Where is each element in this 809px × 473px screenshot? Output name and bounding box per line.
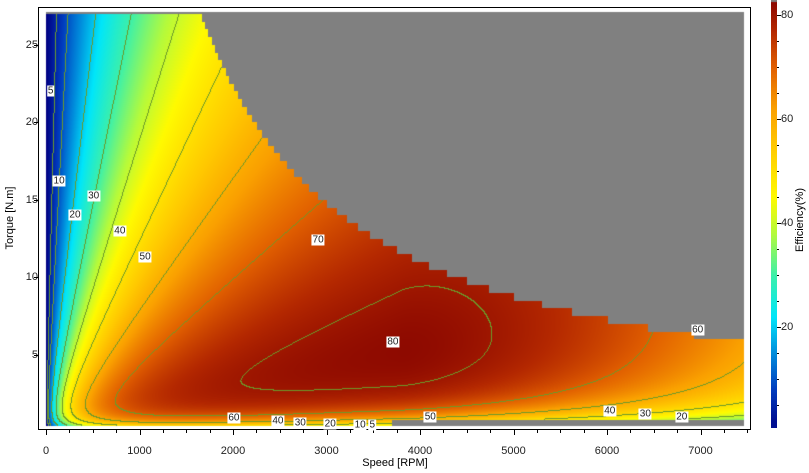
x-minor-tick	[560, 430, 562, 433]
y-tick-label: 10	[25, 271, 38, 283]
y-tick-mark	[34, 277, 38, 278]
contour-label: 30	[638, 408, 652, 420]
contour-label: 60	[691, 324, 705, 336]
y-tick-label: 15	[25, 193, 38, 206]
x-tick-label: 0	[42, 445, 50, 457]
y-tick-label: 20	[25, 116, 38, 128]
colorbar	[771, 0, 777, 428]
x-minor-tick	[747, 430, 749, 433]
x-minor-tick	[349, 430, 351, 433]
colorbar-tick-label: 60	[781, 113, 794, 125]
x-minor-tick	[279, 430, 281, 433]
contour-label: 10	[353, 419, 367, 431]
contour-label: 60	[227, 412, 241, 424]
plot-area	[38, 7, 751, 430]
x-minor-tick	[186, 430, 188, 433]
colorbar-minor-tick	[777, 249, 779, 250]
contour-label: 40	[113, 225, 127, 236]
contour-label: 20	[675, 411, 689, 422]
colorbar-tick-label: 80	[781, 9, 794, 21]
y-axis-label: Torque [N.m]	[4, 186, 16, 250]
contour-label: 50	[138, 251, 152, 263]
x-minor-tick	[92, 430, 94, 433]
y-tick-mark	[34, 122, 38, 123]
contour-label: 40	[603, 405, 617, 417]
y-tick-mark	[34, 44, 38, 46]
x-tick-label: 2000	[220, 445, 246, 457]
x-minor-tick	[420, 430, 421, 433]
colorbar-minor-tick	[777, 171, 779, 172]
colorbar-tick-mark	[777, 15, 781, 16]
x-minor-tick	[326, 430, 328, 433]
colorbar-minor-tick	[777, 327, 779, 328]
y-tick-mark	[34, 354, 38, 356]
colorbar-tick-label: 20	[781, 321, 794, 333]
x-minor-tick	[443, 430, 445, 433]
colorbar-label: Efficiency(%)	[794, 188, 806, 252]
colorbar-minor-tick	[777, 405, 779, 406]
x-minor-tick	[46, 430, 47, 433]
y-tick-label: 25	[25, 38, 38, 51]
colorbar-minor-tick	[777, 41, 779, 42]
contour-label: 20	[68, 209, 82, 221]
contour-label: 5	[46, 85, 55, 97]
colorbar-minor-tick	[777, 275, 779, 276]
x-minor-tick	[233, 430, 234, 433]
colorbar-minor-tick	[777, 379, 779, 380]
x-tick-label: 4000	[407, 445, 433, 457]
contour-label: 70	[311, 234, 325, 246]
contour-label: 20	[323, 418, 337, 430]
x-axis-label: Speed [RPM]	[362, 457, 428, 469]
colorbar-tick-label: 40	[781, 217, 794, 229]
colorbar-minor-tick	[777, 197, 779, 198]
colorbar-minor-tick	[777, 15, 779, 16]
x-tick-label: 5000	[501, 445, 526, 457]
x-tick-label: 6000	[594, 445, 620, 457]
x-minor-tick	[700, 430, 702, 433]
y-tick-mark	[34, 199, 38, 201]
x-minor-tick	[303, 430, 305, 433]
contour-label: 10	[52, 175, 66, 187]
colorbar-minor-tick	[777, 67, 779, 68]
colorbar-minor-tick	[777, 145, 779, 146]
colorbar-tick-mark	[777, 327, 781, 328]
x-minor-tick	[490, 430, 492, 433]
x-minor-tick	[677, 430, 679, 433]
x-minor-tick	[396, 430, 398, 433]
x-minor-tick	[513, 430, 515, 433]
contour-label: 5	[368, 419, 377, 431]
x-minor-tick	[373, 430, 375, 433]
colorbar-minor-tick	[777, 353, 779, 354]
contour-label: 30	[87, 190, 101, 202]
efficiency-heatmap	[39, 8, 750, 429]
colorbar-minor-tick	[777, 301, 779, 302]
x-minor-tick	[630, 430, 632, 433]
x-minor-tick	[116, 430, 118, 433]
colorbar-minor-tick	[777, 93, 779, 94]
x-tick-label: 1000	[127, 445, 152, 457]
x-minor-tick	[607, 430, 608, 433]
x-minor-tick	[583, 430, 585, 433]
colorbar-tick-mark	[777, 223, 781, 224]
x-minor-tick	[723, 430, 725, 433]
x-minor-tick	[466, 430, 468, 433]
x-minor-tick	[162, 430, 164, 433]
contour-label: 50	[423, 411, 437, 422]
x-minor-tick	[536, 430, 538, 433]
colorbar-minor-tick	[777, 119, 779, 120]
x-minor-tick	[256, 430, 258, 433]
x-minor-tick	[653, 430, 655, 433]
x-tick-label: 7000	[688, 445, 713, 457]
x-minor-tick	[139, 430, 141, 433]
colorbar-minor-tick	[777, 223, 779, 224]
x-minor-tick	[209, 430, 211, 433]
contour-label: 40	[271, 415, 285, 427]
x-minor-tick	[69, 430, 71, 433]
x-tick-label: 3000	[314, 445, 339, 457]
contour-label: 80	[386, 336, 400, 348]
colorbar-tick-mark	[777, 119, 781, 120]
contour-label: 30	[293, 417, 307, 429]
